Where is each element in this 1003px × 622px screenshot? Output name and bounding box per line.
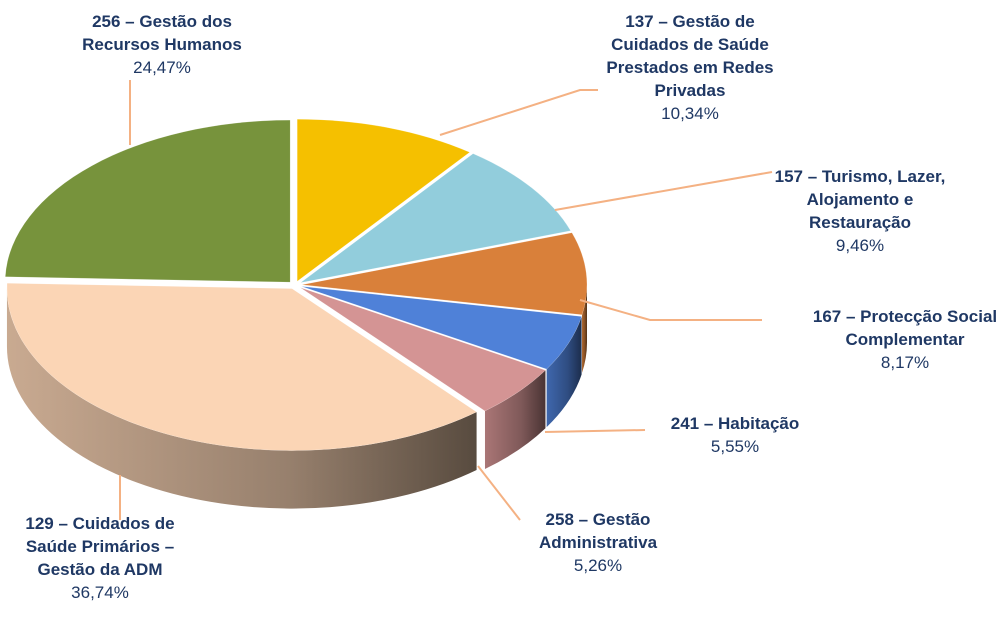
- slice: [5, 119, 291, 283]
- slice: [301, 286, 582, 370]
- slice-label: 157 – Turismo, Lazer, Alojamento e Resta…: [770, 165, 950, 257]
- slice-side: [546, 316, 582, 428]
- slice-label: 129 – Cuidados de Saúde Primários – Gest…: [8, 512, 193, 604]
- slice-label: 137 – Gestão de Cuidados de Saúde Presta…: [598, 10, 783, 125]
- category-name: 129 – Cuidados de Saúde Primários – Gest…: [25, 514, 175, 579]
- value-label: 36,74%: [71, 583, 129, 602]
- category-name: 241 – Habitação: [670, 414, 800, 433]
- category-name: 157 – Turismo, Lazer, Alojamento e Resta…: [774, 167, 946, 232]
- slice-label: 241 – Habitação 5,55%: [645, 412, 825, 458]
- slice: [300, 287, 546, 412]
- slice: [296, 118, 471, 282]
- value-label: 9,46%: [835, 236, 885, 255]
- leader-line: [554, 171, 773, 211]
- slice: [301, 232, 588, 316]
- leader-line: [544, 429, 646, 433]
- slice-label: 256 – Gestão dos Recursos Humanos 24,47%: [67, 10, 257, 79]
- slice: [6, 282, 478, 451]
- category-name: 256 – Gestão dos Recursos Humanos: [82, 12, 242, 54]
- value-label: 5,26%: [573, 556, 623, 575]
- slice-label: 258 – Gestão Administrativa 5,26%: [518, 508, 678, 577]
- leader-line: [477, 465, 521, 521]
- value-label: 24,47%: [133, 58, 191, 77]
- slice-side: [484, 370, 546, 469]
- category-name: 137 – Gestão de Cuidados de Saúde Presta…: [606, 12, 774, 100]
- leader-line: [579, 299, 762, 321]
- slice-side: [582, 284, 587, 373]
- value-label: 5,55%: [710, 437, 760, 456]
- slice-label: 167 – Protecção Social Complementar 8,17%: [805, 305, 1003, 374]
- category-name: 258 – Gestão Administrativa: [538, 510, 658, 552]
- slice-side: [6, 288, 477, 509]
- value-label: 10,34%: [661, 104, 719, 123]
- slice: [300, 153, 572, 283]
- value-label: 8,17%: [880, 353, 930, 372]
- category-name: 167 – Protecção Social Complementar: [812, 307, 998, 349]
- leader-line: [439, 89, 598, 136]
